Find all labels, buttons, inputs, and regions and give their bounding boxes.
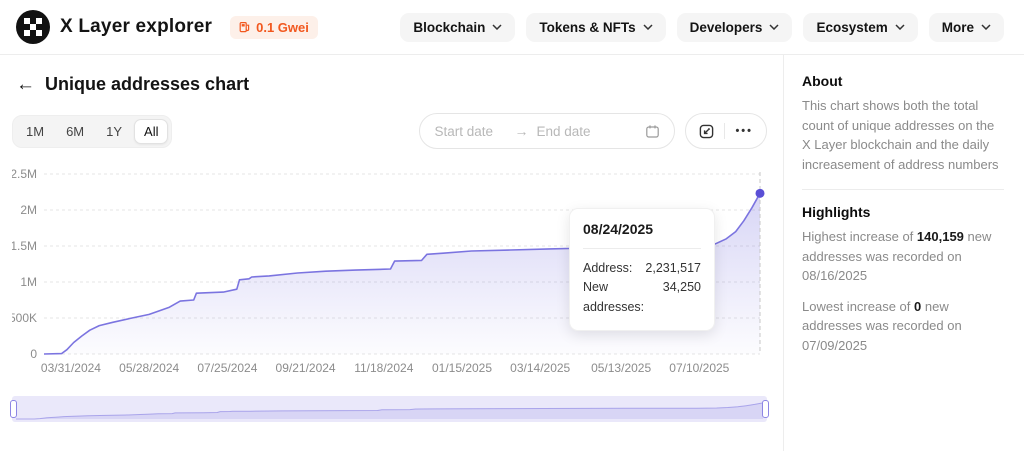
highlight-lowest: Lowest increase of 0 new addresses was r… <box>802 298 962 353</box>
okx-grid-logo-icon[interactable] <box>16 10 50 44</box>
divider <box>724 123 726 139</box>
about-title: About <box>802 73 843 89</box>
range-6m-button[interactable]: 6M <box>56 119 94 144</box>
svg-text:0: 0 <box>30 347 37 361</box>
svg-text:11/18/2024: 11/18/2024 <box>354 361 413 375</box>
more-options-button[interactable]: ••• <box>735 125 753 137</box>
chart-controls: 1M 6M 1Y All → <box>12 113 767 149</box>
svg-text:1M: 1M <box>20 275 37 289</box>
info-sidebar: About This chart shows both the total co… <box>783 55 1024 451</box>
svg-text:05/28/2024: 05/28/2024 <box>119 361 179 375</box>
chevron-down-icon <box>492 24 502 30</box>
brush-handle-left[interactable] <box>10 400 17 418</box>
tooltip-new-addresses-value: 34,250 <box>662 280 701 295</box>
svg-text:09/21/2024: 09/21/2024 <box>276 361 336 375</box>
tooltip-address-label: Address: <box>583 261 633 275</box>
highlight-lowest-value: 0 <box>914 298 922 314</box>
gas-price-badge[interactable]: 0.1 Gwei <box>230 15 318 39</box>
svg-text:2M: 2M <box>20 203 37 217</box>
expand-chart-button[interactable] <box>699 124 714 139</box>
divider <box>802 189 1004 190</box>
back-button[interactable]: ← <box>16 73 35 95</box>
main-nav: Blockchain Tokens & NFTs Developers Ecos… <box>400 12 1004 42</box>
svg-text:500K: 500K <box>12 311 37 325</box>
page-title: Unique addresses chart <box>45 73 250 94</box>
chart-range-brush[interactable] <box>10 396 769 422</box>
chevron-down-icon <box>769 24 779 30</box>
svg-text:07/10/2025: 07/10/2025 <box>669 361 729 375</box>
time-range-selector: 1M 6M 1Y All <box>12 114 173 148</box>
start-date-input[interactable] <box>434 123 507 139</box>
gas-pump-icon <box>239 21 251 33</box>
range-all-button[interactable]: All <box>134 118 169 144</box>
range-1y-button[interactable]: 1Y <box>96 119 132 144</box>
svg-text:1.5M: 1.5M <box>12 239 37 253</box>
svg-text:2.5M: 2.5M <box>12 167 37 181</box>
about-body: This chart shows both the total count of… <box>802 98 999 172</box>
svg-text:05/13/2025: 05/13/2025 <box>591 361 651 375</box>
brush-sparkline <box>16 402 764 420</box>
nav-ecosystem[interactable]: Ecosystem <box>803 12 918 42</box>
chevron-down-icon <box>643 24 653 30</box>
nav-developers[interactable]: Developers <box>676 12 793 42</box>
chevron-down-icon <box>981 24 991 30</box>
brush-handle-right[interactable] <box>762 400 769 418</box>
tooltip-address-value: 2,231,517 <box>645 261 701 275</box>
range-1m-button[interactable]: 1M <box>16 119 54 144</box>
highlight-highest: Highest increase of 140,159 new addresse… <box>802 229 992 283</box>
main-panel: ← Unique addresses chart 1M 6M 1Y All → <box>0 55 783 451</box>
nav-more[interactable]: More <box>928 12 1004 42</box>
chart-actions: ••• <box>685 113 767 149</box>
svg-text:07/25/2024: 07/25/2024 <box>197 361 257 375</box>
highlights-title: Highlights <box>802 204 871 220</box>
nav-blockchain[interactable]: Blockchain <box>400 12 516 42</box>
app-title[interactable]: X Layer explorer <box>60 16 213 37</box>
calendar-icon[interactable] <box>645 124 660 139</box>
end-date-input[interactable] <box>536 123 609 139</box>
tooltip-new-addresses-label: New addresses: <box>583 280 645 314</box>
nav-tokens-nfts[interactable]: Tokens & NFTs <box>526 12 666 42</box>
svg-text:03/31/2024: 03/31/2024 <box>41 361 101 375</box>
highlight-highest-value: 140,159 <box>916 229 964 244</box>
svg-text:03/14/2025: 03/14/2025 <box>510 361 570 375</box>
date-range-picker[interactable]: → <box>419 113 676 149</box>
chevron-down-icon <box>895 24 905 30</box>
brush-track[interactable] <box>12 396 767 422</box>
ellipsis-icon: ••• <box>735 125 753 137</box>
svg-text:01/15/2025: 01/15/2025 <box>432 361 492 375</box>
top-header: X Layer explorer 0.1 Gwei Blockchain Tok… <box>0 0 1024 55</box>
tooltip-date: 08/24/2025 <box>583 221 654 237</box>
divider <box>583 248 701 249</box>
unique-addresses-chart: 0 500K 1M 1.5M 2M 2.5M 03/31/2024 05/28/2024 07/… <box>9 166 767 383</box>
gas-price-label: 0.1 Gwei <box>256 19 309 35</box>
expand-icon <box>699 124 714 139</box>
arrow-right-icon: → <box>514 123 529 139</box>
chart-tooltip: 08/24/2025 Address: 2,231,517 New addres… <box>569 208 715 332</box>
